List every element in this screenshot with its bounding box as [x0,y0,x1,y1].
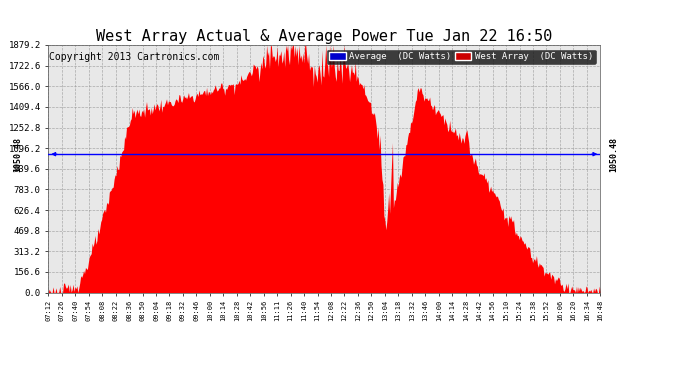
Text: 1050.48: 1050.48 [609,136,619,172]
Text: 1050.48: 1050.48 [13,136,23,172]
Legend: Average  (DC Watts), West Array  (DC Watts): Average (DC Watts), West Array (DC Watts… [326,50,595,64]
Title: West Array Actual & Average Power Tue Jan 22 16:50: West Array Actual & Average Power Tue Ja… [96,29,553,44]
Text: Copyright 2013 Cartronics.com: Copyright 2013 Cartronics.com [49,53,219,62]
